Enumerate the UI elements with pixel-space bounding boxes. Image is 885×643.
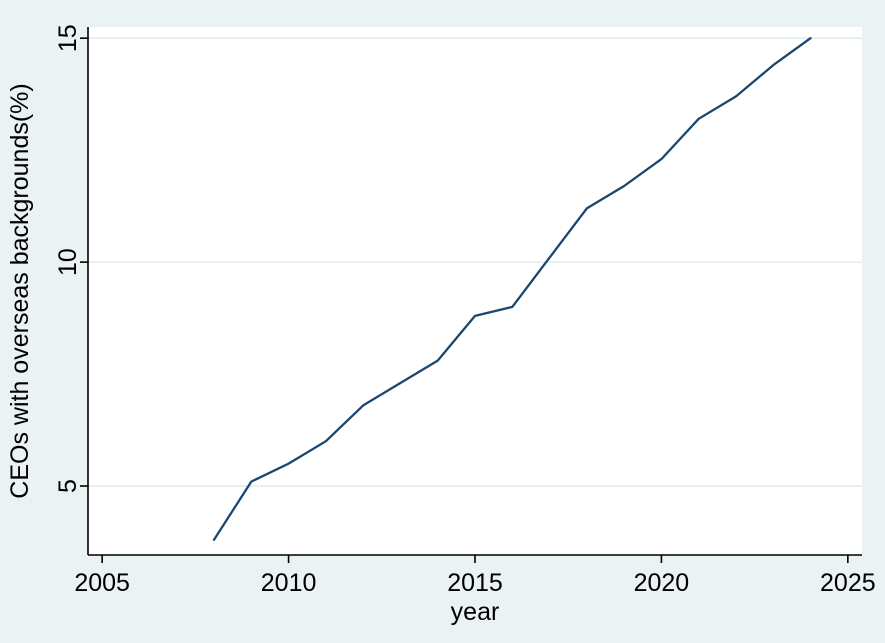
data-series (212, 37, 812, 541)
y-tick-label: 10 (54, 248, 82, 276)
y-tick-label: 5 (54, 479, 82, 493)
y-axis-title: CEOs with overseas backgrounds(%) (6, 83, 34, 498)
y-tick-label: 15 (54, 24, 82, 52)
tick-labels: 2005 2010 2015 2020 2025 5 10 15 (54, 24, 876, 597)
axes (80, 27, 862, 563)
x-tick-label: 2010 (261, 569, 317, 597)
gridlines (88, 37, 862, 487)
x-tick-label: 2025 (820, 569, 876, 597)
x-tick-label: 2020 (634, 569, 690, 597)
x-tick-label: 2005 (74, 569, 130, 597)
x-axis-title: year (451, 598, 500, 626)
series-line (212, 37, 812, 541)
x-tick-label: 2015 (447, 569, 503, 597)
plot-area (88, 27, 862, 555)
